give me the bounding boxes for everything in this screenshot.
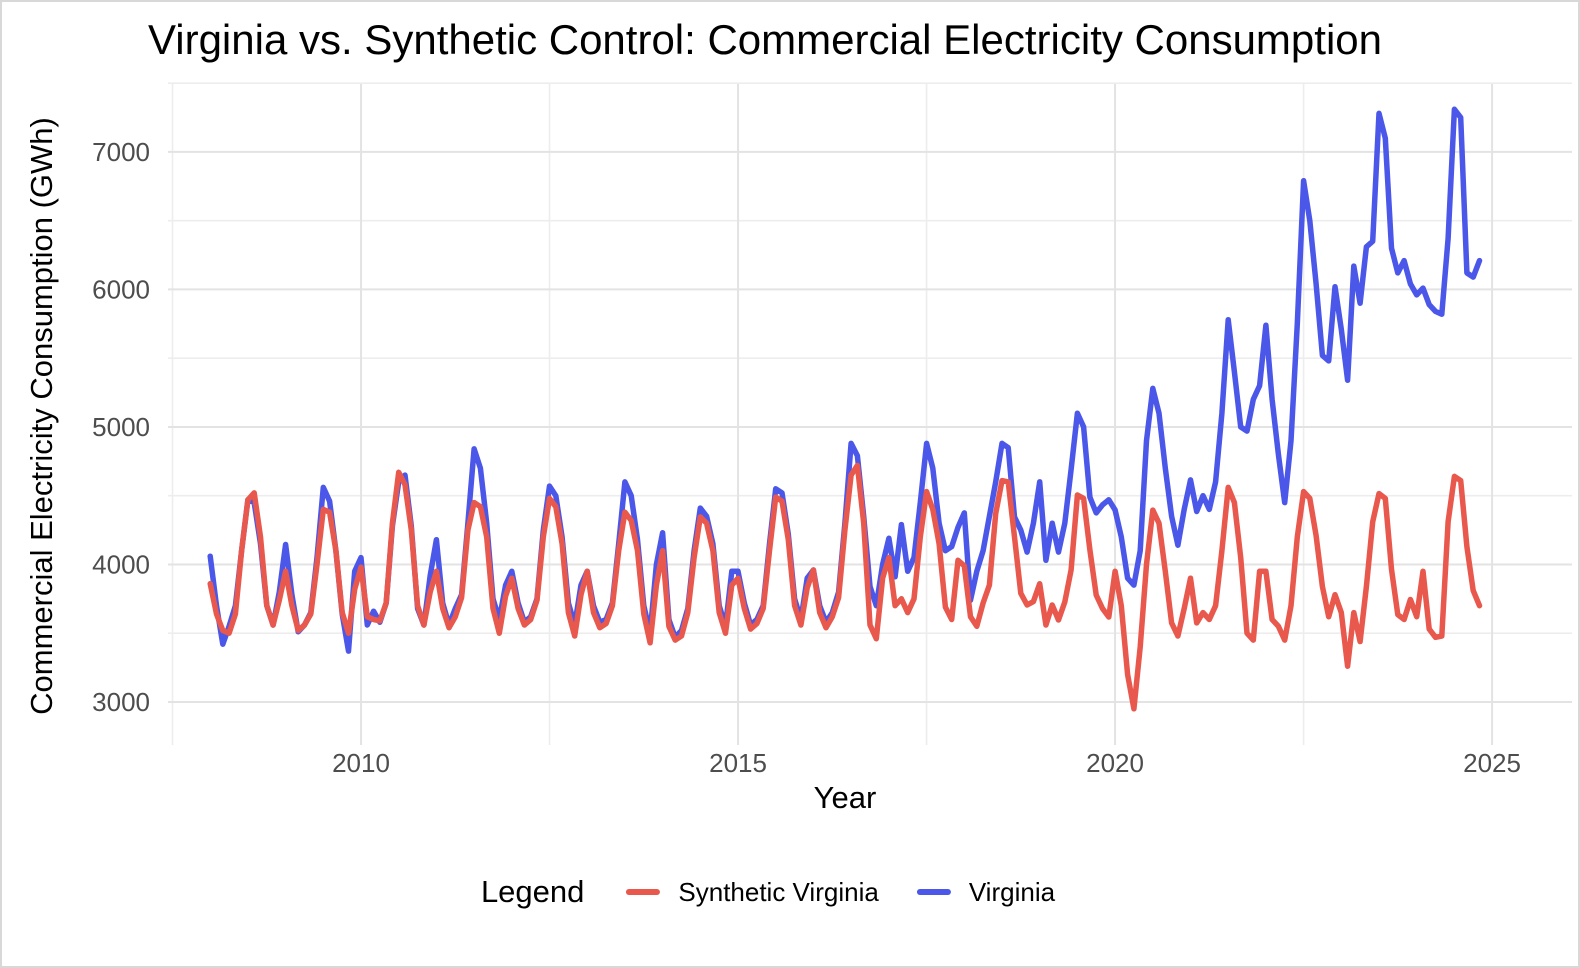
x-tick-label: 2020: [1086, 748, 1144, 778]
legend: Legend Synthetic Virginia Virginia: [481, 874, 1055, 910]
y-tick-label: 3000: [92, 687, 150, 717]
legend-swatch-synthetic-virginia: [626, 889, 661, 895]
x-tick-label: 2010: [332, 748, 390, 778]
legend-title: Legend: [480, 874, 585, 909]
virginia-line: [207, 106, 1483, 654]
y-axis-title: Commercial Electricity Consumption (GWh): [24, 117, 59, 715]
legend-label: Synthetic Virginia: [678, 876, 879, 907]
x-axis-title: Year: [813, 780, 877, 815]
legend-label: Virginia: [968, 876, 1056, 907]
x-tick-label: 2015: [709, 748, 767, 778]
x-tick-label: 2025: [1463, 748, 1521, 778]
legend-swatch-virginia: [916, 889, 951, 895]
y-tick-label: 5000: [92, 412, 150, 442]
y-tick-label: 7000: [92, 137, 150, 167]
chart-title: Virginia vs. Synthetic Control: Commerci…: [148, 16, 1382, 63]
legend-item-synthetic-virginia: Synthetic Virginia: [626, 876, 879, 908]
legend-item-virginia: Virginia: [916, 876, 1056, 908]
y-tick-label: 4000: [92, 549, 150, 579]
synthetic-virginia-line: [207, 462, 1483, 712]
y-tick-label: 6000: [92, 274, 150, 304]
